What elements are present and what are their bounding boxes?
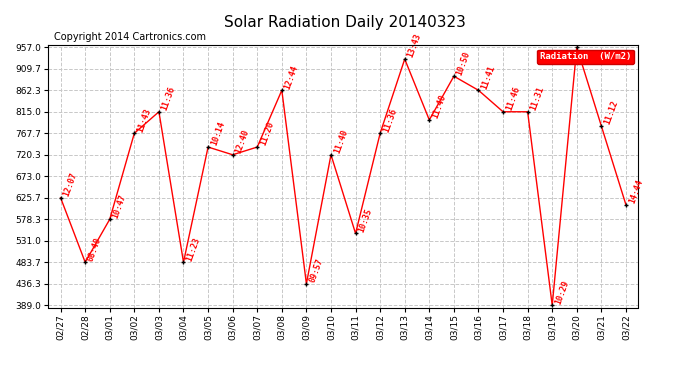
Text: 10:50: 10:50	[455, 50, 472, 76]
Point	[55, 195, 66, 201]
Text: 11:43: 11:43	[135, 106, 152, 133]
Point	[104, 216, 115, 222]
Point	[276, 87, 287, 93]
Text: 11:40: 11:40	[332, 128, 349, 155]
Point	[497, 109, 509, 115]
Text: Solar Radiation Daily 20140323: Solar Radiation Daily 20140323	[224, 15, 466, 30]
Point	[473, 87, 484, 93]
Point	[596, 123, 607, 129]
Point	[129, 130, 140, 136]
Text: 12:40: 12:40	[234, 128, 251, 155]
Text: 10:47: 10:47	[111, 193, 128, 219]
Text: 12:44: 12:44	[283, 64, 300, 90]
Point	[522, 109, 533, 115]
Text: 11:41: 11:41	[480, 64, 497, 90]
Legend: Radiation  (W/m2): Radiation (W/m2)	[537, 50, 633, 64]
Text: Copyright 2014 Cartronics.com: Copyright 2014 Cartronics.com	[55, 32, 206, 42]
Point	[375, 130, 386, 136]
Point	[448, 73, 460, 79]
Point	[571, 44, 582, 50]
Text: 11:23: 11:23	[185, 236, 201, 262]
Text: 11:40: 11:40	[431, 93, 448, 120]
Point	[227, 152, 238, 158]
Text: 11:12: 11:12	[602, 99, 620, 126]
Text: 11:36: 11:36	[160, 85, 177, 112]
Point	[424, 117, 435, 123]
Text: 12:07: 12:07	[62, 171, 79, 198]
Text: 10:35: 10:35	[357, 207, 374, 234]
Text: 11:20: 11:20	[259, 120, 275, 147]
Text: 10:29: 10:29	[553, 279, 571, 305]
Text: 09:57: 09:57	[308, 257, 324, 284]
Point	[546, 302, 558, 308]
Point	[252, 144, 263, 150]
Text: 14:44: 14:44	[627, 178, 644, 205]
Text: 11:36: 11:36	[382, 106, 398, 133]
Point	[620, 202, 631, 208]
Point	[153, 109, 164, 115]
Point	[326, 152, 337, 158]
Text: 10:14: 10:14	[209, 120, 226, 147]
Text: 11:31: 11:31	[529, 85, 546, 112]
Point	[350, 231, 361, 237]
Point	[203, 144, 214, 150]
Text: 13:43: 13:43	[406, 33, 423, 59]
Text: 11:46: 11:46	[504, 85, 521, 112]
Point	[178, 259, 189, 265]
Point	[400, 56, 411, 62]
Point	[79, 259, 90, 265]
Point	[301, 281, 312, 287]
Text: 08:40: 08:40	[86, 236, 104, 262]
